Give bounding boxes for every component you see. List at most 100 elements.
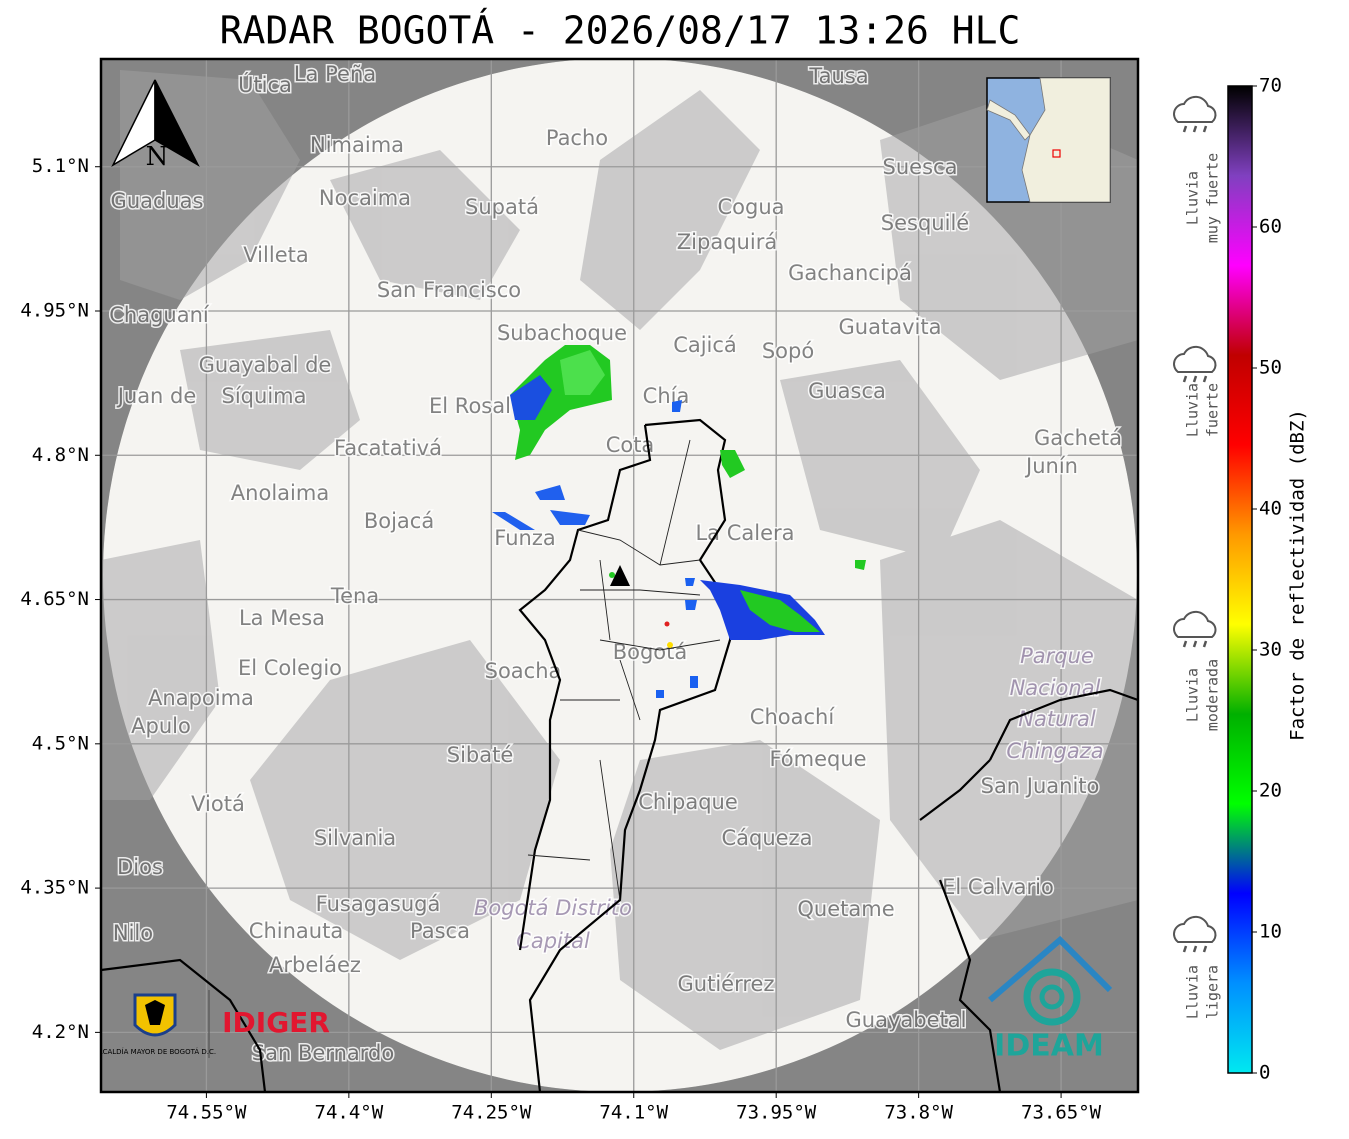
y-tick-label: 4.5°N [32,732,89,754]
place-label: Útica [238,72,292,97]
place-label: Bogotá Distrito [474,896,632,920]
alcaldia-text: ALCALDÍA MAYOR DE BOGOTÁ D.C. [94,1047,216,1056]
place-label: Fusagasugá [316,892,441,916]
place-label: Nimaima [310,133,404,157]
intensity-label: Lluvia [1184,383,1202,437]
x-tick-label: 74.4°W [315,1102,384,1124]
place-label: Natural [1018,707,1096,731]
colorbar-tick-label: 70 [1259,75,1282,97]
x-tick-label: 74.55°W [166,1102,247,1124]
colorbar-tick-label: 50 [1259,357,1282,379]
place-label: Villeta [243,243,308,267]
place-label: San Bernardo [252,1041,394,1065]
axes: 74.55°W 74.4°W 74.25°W 74.1°W 73.95°W 73.8°W 7… [20,155,1101,1123]
place-label: Bojacá [364,509,434,533]
x-tick-label: 73.95°W [736,1102,817,1124]
place-label: Gachancipá [788,261,912,285]
y-tick-label: 4.2°N [32,1021,89,1043]
place-label: Síquima [222,384,307,408]
place-label: El Colegio [238,656,342,680]
place-label: Cogua [717,195,784,219]
colorbar-tick-label: 60 [1259,216,1282,238]
place-label: Soacha [485,659,562,683]
place-label: Sopó [762,339,814,363]
compass: N [111,79,200,172]
place-label: Tausa [808,64,868,88]
x-tick-label: 73.65°W [1021,1102,1102,1124]
intensity-label: moderada [1204,659,1222,731]
weather-icon [1173,95,1217,123]
place-label: Viotá [191,792,245,816]
place-label: El Calvario [942,875,1054,899]
colorbar-tick-label: 40 [1259,498,1282,520]
place-label: Guaduas [111,189,204,213]
ideam-logo: IDEAM [994,1029,1104,1064]
place-label: Capital [516,929,590,953]
place-label: Apulo [131,714,191,738]
y-tick-label: 5.1°N [32,155,89,177]
place-label: Sesquilé [881,211,969,235]
rain-drops [1182,640,1208,648]
grid [101,59,1138,1092]
logo-alcaldia: ALCALDÍA MAYOR DE BOGOTÁ D.C. IDIGER [94,990,330,1058]
place-label: Facatativá [334,436,442,460]
place-label: Dios [117,855,163,879]
intensity-label: Lluvia [1184,965,1202,1019]
inset-map [986,77,1111,203]
place-label: Zipaquirá [677,230,777,254]
place-label: Pacho [546,126,608,150]
title: RADAR BOGOTÁ - 2026/08/17 13:26 HLC [220,9,1021,53]
place-label: San Francisco [377,278,521,302]
colorbar-label: Factor de reflectividad (dBZ) [1287,409,1309,741]
weather-icon [1173,345,1217,373]
place-label: Juan de [116,384,197,408]
place-label: Bogotá [613,640,688,664]
place-label: Choachí [750,705,836,729]
intensity-label: fuerte [1204,383,1222,437]
intensity-label: Lluvia [1184,668,1202,722]
x-tick-label: 74.25°W [451,1102,532,1124]
colorbar-tick-label: 0 [1259,1062,1270,1084]
place-label: Fómeque [769,747,866,771]
place-label: Subachoque [497,321,627,345]
colorbar-tick-label: 30 [1259,639,1282,661]
place-label: Junín [1024,454,1078,478]
place-label: Suesca [883,155,958,179]
place-label: Guayabal de [199,353,332,377]
radar-site [610,565,630,586]
x-tick-label: 74.1°W [599,1102,668,1124]
place-label: Quetame [797,897,894,921]
place-label: Gachetá [1034,426,1122,450]
intensity-label: ligera [1204,965,1222,1019]
place-label: Guayabetal [846,1008,967,1032]
logo-ideam: IDEAM [988,935,1113,1064]
place-label: Guatavita [839,315,942,339]
idiger-logo: IDIGER [222,1006,330,1039]
place-label: Parque [1020,644,1094,668]
place-label: Gutiérrez [678,972,775,996]
place-label: Cajicá [673,333,737,357]
place-label: San Juanito [981,774,1100,798]
y-tick-label: 4.65°N [20,588,89,610]
place-label: Sibaté [447,743,514,767]
rain-drops [1182,125,1208,133]
place-label: Chinauta [249,919,343,943]
colorbar [1227,85,1253,1074]
place-label: El Rosal [429,394,511,418]
place-label: Nilo [113,921,153,945]
boundaries [101,418,1138,1092]
weather-icon [1173,610,1217,638]
place-label: Guasca [808,379,886,403]
place-label: Cáqueza [722,826,813,850]
place-label: La Peña [294,62,376,86]
intensity-label: Lluvia [1184,171,1202,225]
place-label: Tena [330,584,379,608]
place-label: Arbeláez [269,953,361,977]
place-label: Nacional [1010,676,1101,700]
place-label: La Mesa [239,606,325,630]
place-label: Silvania [314,826,396,850]
rain-drops [1182,945,1208,953]
